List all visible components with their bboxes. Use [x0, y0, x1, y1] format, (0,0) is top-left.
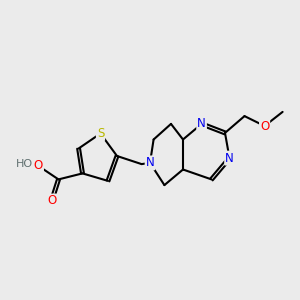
Text: O: O — [47, 194, 56, 208]
Text: O: O — [260, 119, 269, 133]
Text: O: O — [34, 159, 43, 172]
Text: N: N — [225, 152, 234, 165]
Text: HO: HO — [16, 159, 33, 169]
Text: N: N — [146, 156, 154, 170]
Text: N: N — [197, 117, 206, 130]
Text: S: S — [97, 127, 104, 140]
